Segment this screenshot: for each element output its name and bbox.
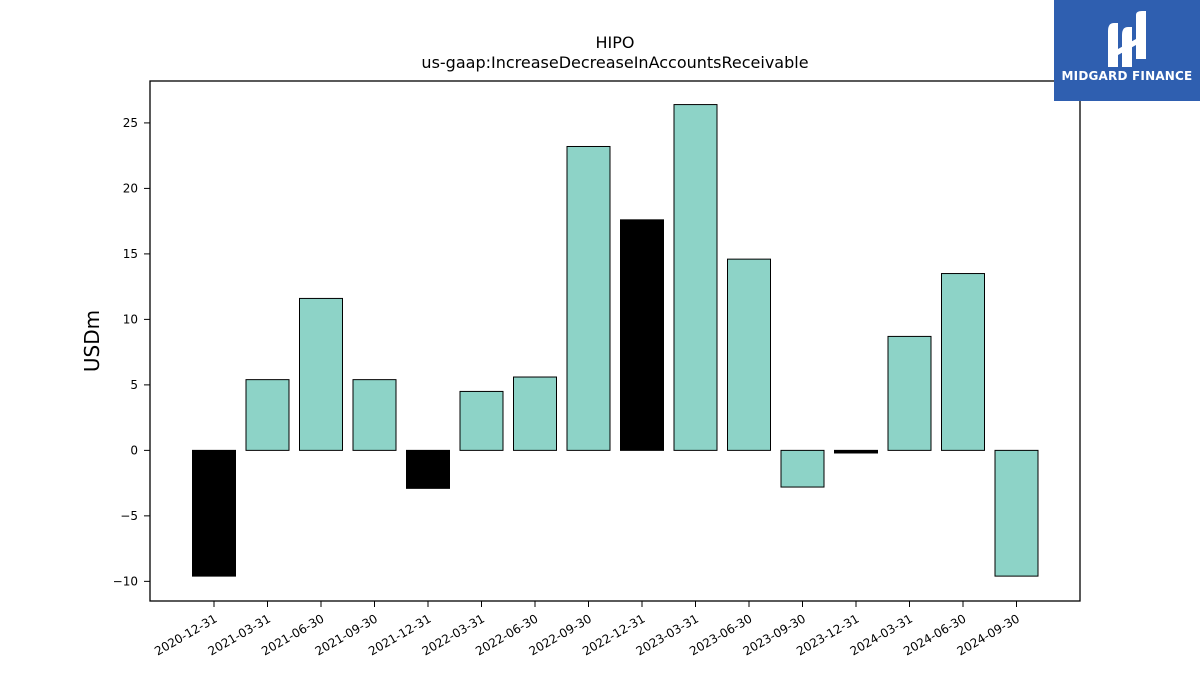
bar-2022-12-31	[620, 219, 664, 451]
bar-2024-09-30	[994, 449, 1039, 577]
bar-2021-12-31	[406, 449, 450, 489]
y-tick-label: 5	[130, 378, 138, 392]
y-tick-label: 10	[123, 312, 138, 326]
y-tick-label: −10	[113, 574, 138, 588]
y-tick-label: 15	[123, 247, 138, 261]
bar-2021-09-30	[352, 379, 397, 451]
bar-2023-06-30	[727, 258, 771, 451]
y-ticks-group: −10 −5 0 5 10 15 20 25	[113, 116, 150, 588]
y-axis-label: USDm	[80, 310, 104, 372]
chart-title: HIPO	[596, 33, 635, 52]
bar-2022-03-31	[459, 390, 504, 451]
bar-2022-09-30	[566, 145, 611, 451]
y-tick-label: −5	[120, 509, 138, 523]
bars-group	[192, 104, 1039, 577]
bar-2020-12-31	[192, 449, 236, 577]
brand-name: MIDGARD FINANCE	[1061, 69, 1193, 83]
y-tick-label: 20	[123, 181, 138, 195]
x-ticks-group: 2020-12-312021-03-312021-06-302021-09-30…	[152, 601, 1022, 658]
bar-2021-06-30	[299, 297, 343, 451]
bar-2023-12-31	[834, 449, 878, 454]
bar-2022-06-30	[513, 376, 557, 451]
bar-2024-03-31	[887, 335, 932, 451]
y-tick-label: 0	[130, 443, 138, 457]
bar-2024-06-30	[941, 273, 985, 451]
y-tick-label: 25	[123, 116, 138, 130]
plot-frame	[149, 80, 1081, 602]
bar-2023-09-30	[780, 449, 825, 488]
brand-logo: MIDGARD FINANCE	[1054, 0, 1200, 101]
midgard-logo-icon	[1108, 11, 1146, 67]
bar-2023-03-31	[673, 104, 718, 451]
chart-subtitle: us-gaap:IncreaseDecreaseInAccountsReceiv…	[421, 53, 808, 72]
bar-2021-03-31	[245, 379, 290, 451]
